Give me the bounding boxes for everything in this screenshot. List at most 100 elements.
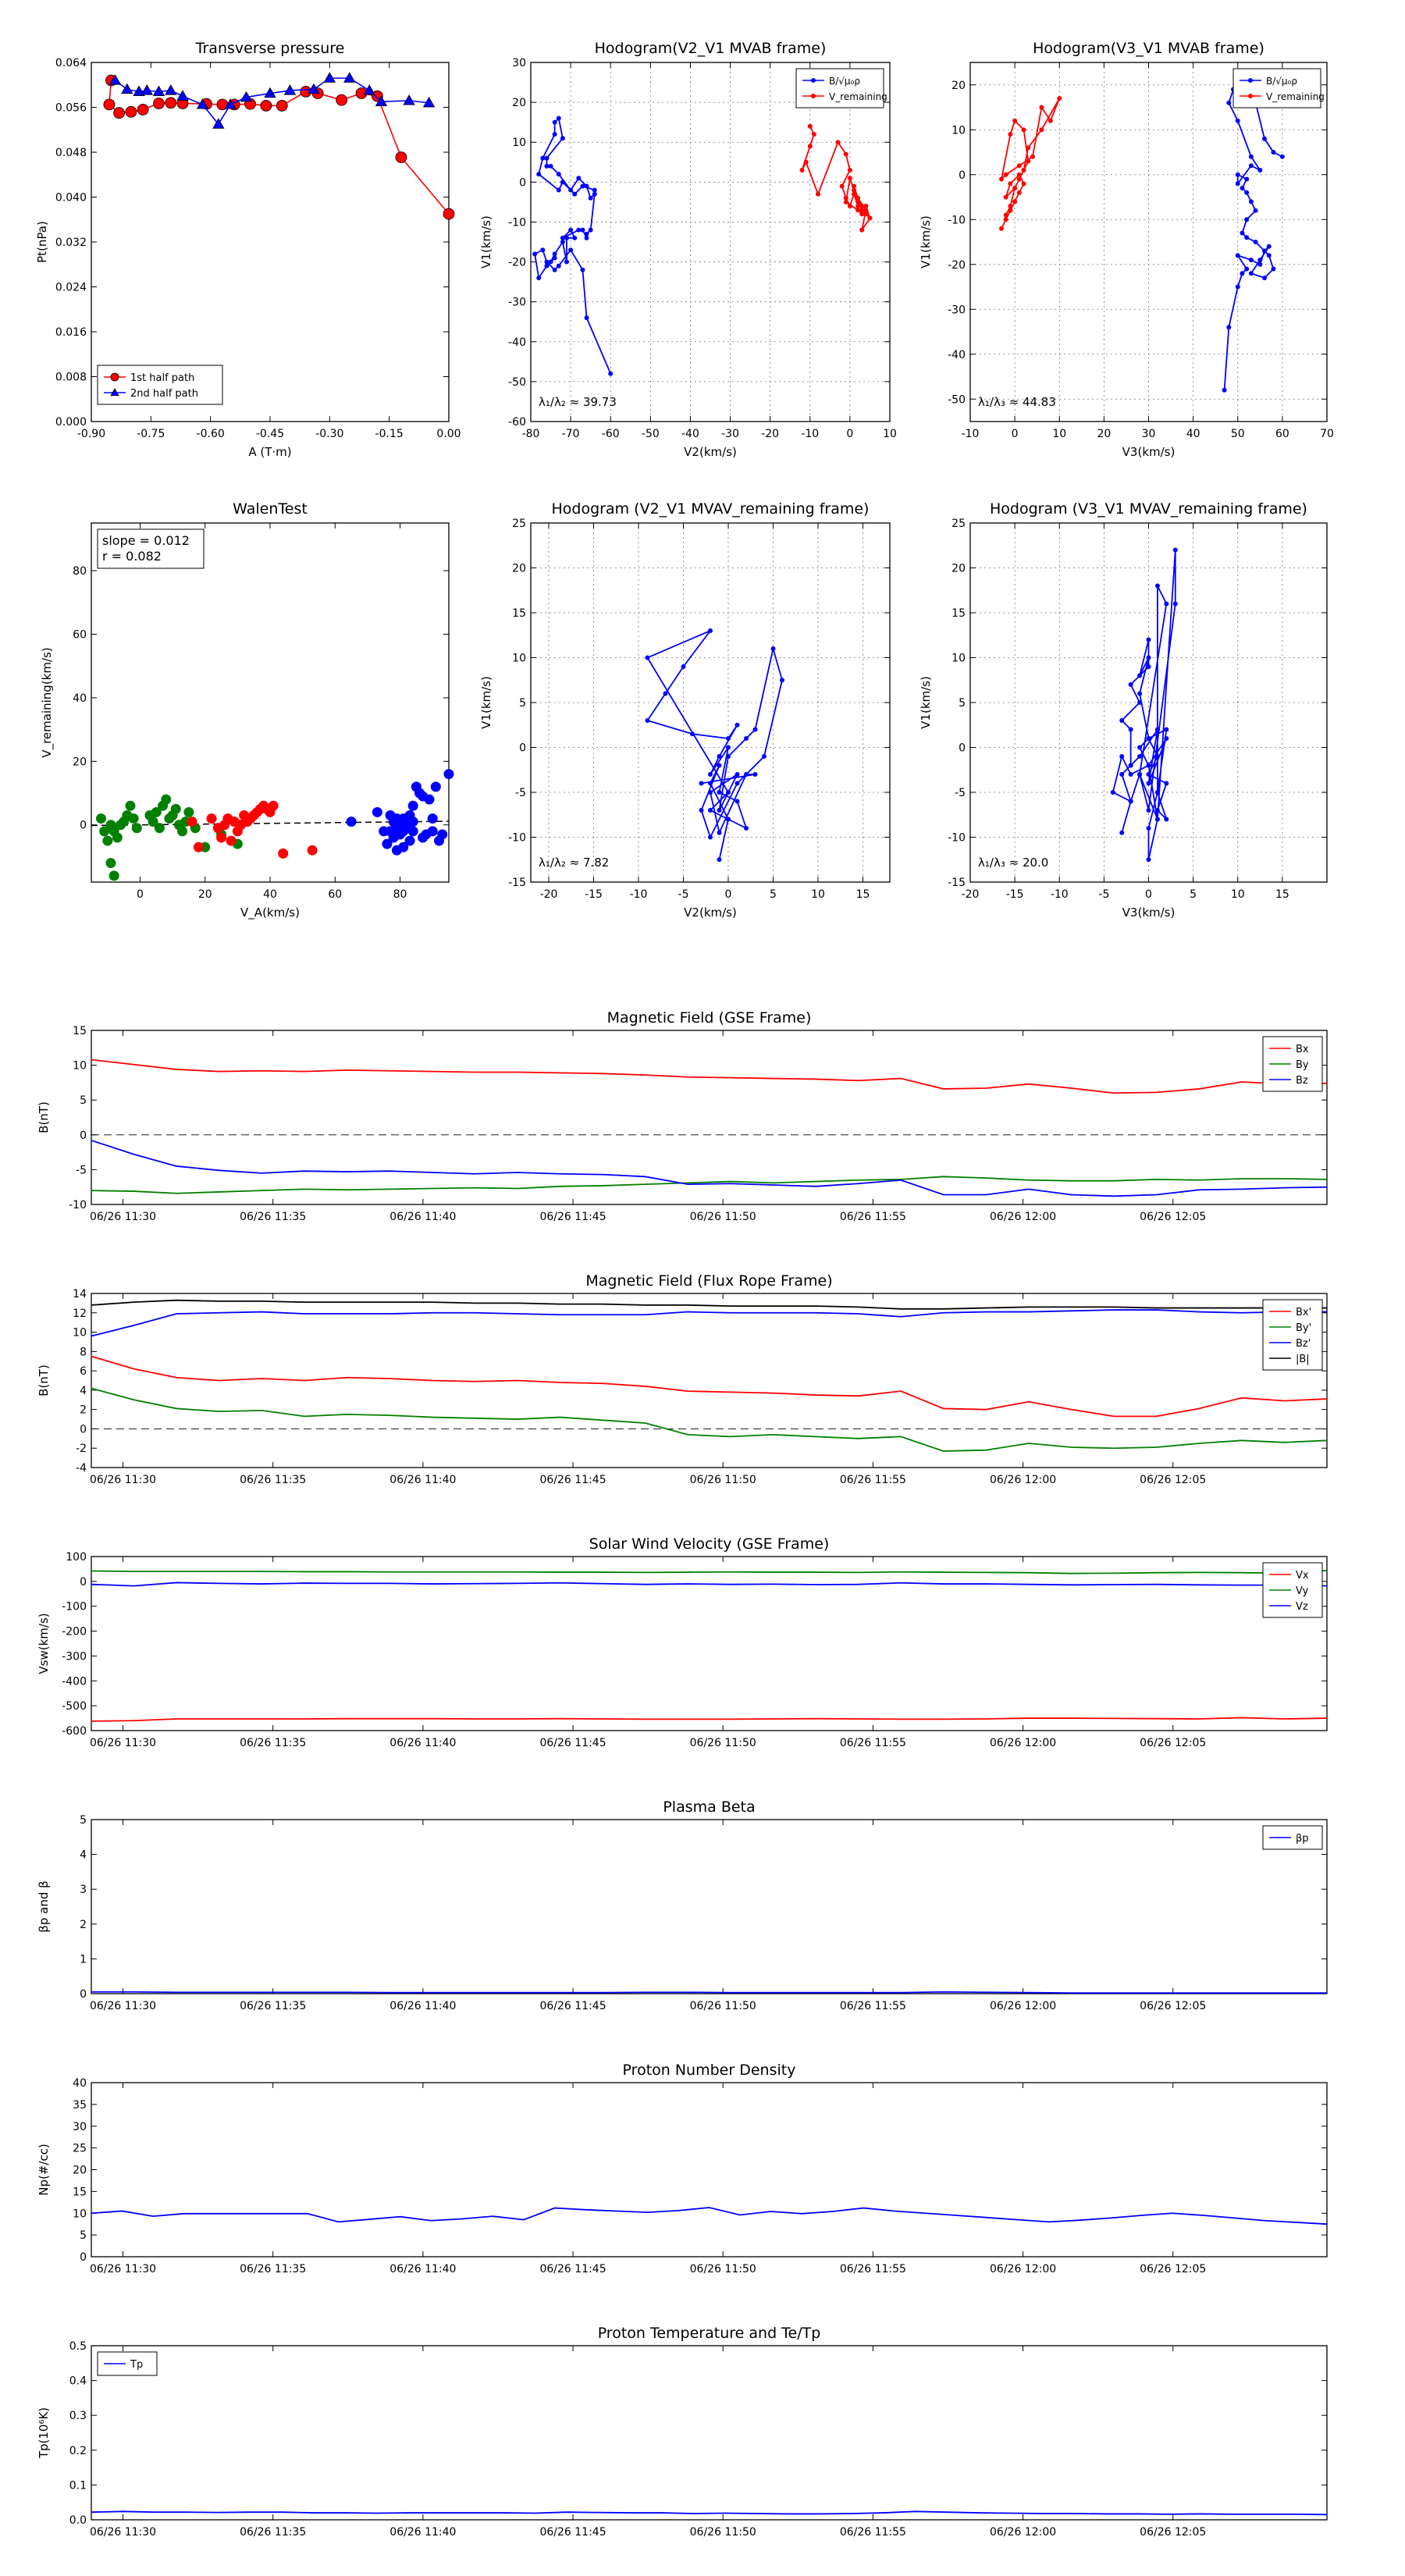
y-axis-label: Vsw(km/s) xyxy=(37,1613,51,1674)
data-point xyxy=(835,140,841,145)
data-point xyxy=(407,817,418,827)
plot-frame xyxy=(91,1556,1328,1731)
time-tick-label: 06/26 12:00 xyxy=(990,1211,1056,1223)
x-tick-label: -15 xyxy=(1006,888,1024,901)
y-tick-label: 15 xyxy=(512,607,526,620)
time-tick-label: 06/26 11:35 xyxy=(240,1474,306,1486)
x-tick-label: -20 xyxy=(761,428,779,440)
y-axis-label: V_remaining(km/s) xyxy=(40,647,55,757)
y-axis-label: V1(km/s) xyxy=(919,676,933,729)
y-tick-label: -20 xyxy=(508,257,526,269)
y-tick-label: 0 xyxy=(959,742,966,755)
x-tick-label: 20 xyxy=(1097,428,1111,440)
y-tick-label: 0 xyxy=(959,169,966,182)
y-axis-label: Tp(10⁶K) xyxy=(37,2407,51,2459)
data-point xyxy=(780,678,784,683)
y-tick-label: 10 xyxy=(73,1327,87,1340)
data-point xyxy=(1021,168,1026,173)
y-tick-label: 0 xyxy=(80,1130,87,1142)
time-tick-label: 06/26 11:45 xyxy=(539,2526,606,2539)
data-point xyxy=(699,808,704,813)
series-line xyxy=(91,1991,1327,1994)
y-tick-label: -500 xyxy=(62,1700,87,1713)
series-line xyxy=(1112,550,1176,860)
x-tick-label: -0.15 xyxy=(375,428,404,440)
data-point xyxy=(1110,790,1115,795)
data-point xyxy=(110,388,119,397)
data-point xyxy=(572,191,578,197)
y-tick-label: 6 xyxy=(80,1365,87,1378)
data-point xyxy=(859,204,865,208)
x-tick-label: 10 xyxy=(1231,888,1245,901)
legend-label: B/√μ₀ρ xyxy=(1266,76,1297,87)
data-point xyxy=(110,372,119,382)
data-point xyxy=(1146,763,1151,768)
timeseries-panel: 0 5 10 15 20 25 30 35 40 06/26 11:30 06/26 11:35 06… xyxy=(37,2062,1328,2275)
y-tick-label: -20 xyxy=(948,259,966,272)
data-point xyxy=(859,227,865,233)
data-point xyxy=(1128,727,1133,732)
data-point xyxy=(1164,736,1169,741)
data-point xyxy=(128,813,139,824)
data-point xyxy=(726,745,731,750)
time-tick-label: 06/26 11:55 xyxy=(840,1737,906,1749)
data-point xyxy=(645,718,650,723)
y-tick-label: 0 xyxy=(80,2251,87,2264)
x-tick-label: 10 xyxy=(883,428,897,440)
time-tick-label: 06/26 12:05 xyxy=(1140,2526,1206,2539)
y-tick-label: 14 xyxy=(73,1288,87,1300)
data-point xyxy=(1008,181,1013,187)
x-tick-label: 70 xyxy=(1320,428,1334,440)
data-point xyxy=(1222,387,1227,393)
time-tick-label: 06/26 11:35 xyxy=(240,2526,306,2539)
time-tick-label: 06/26 11:55 xyxy=(840,2526,906,2539)
y-tick-label: 15 xyxy=(73,2186,87,2198)
legend-box xyxy=(795,68,884,109)
x-tick-label: 15 xyxy=(1275,888,1289,901)
x-tick-label: -10 xyxy=(1051,888,1069,901)
data-point xyxy=(1030,154,1035,159)
y-axis-label: V1(km/s) xyxy=(919,215,933,269)
time-tick-label: 06/26 11:35 xyxy=(240,1737,306,1749)
data-point xyxy=(1048,118,1053,123)
data-point xyxy=(1244,176,1250,182)
stats-text: r = 0.082 xyxy=(102,549,162,564)
data-point xyxy=(1137,754,1143,759)
y-tick-label: 0.024 xyxy=(55,282,87,294)
chart-title: Hodogram(V2_V1 MVAB frame) xyxy=(595,40,827,57)
x-tick-label: -0.45 xyxy=(256,428,284,440)
y-tick-label: 20 xyxy=(73,756,87,768)
series-line xyxy=(1223,84,1283,390)
stats-text: slope = 0.012 xyxy=(102,533,190,548)
legend-marker xyxy=(811,94,816,98)
series-line xyxy=(646,628,783,860)
data-point xyxy=(153,98,165,109)
data-point xyxy=(735,799,740,804)
x-tick-label: -0.60 xyxy=(197,428,225,440)
x-tick-label: -0.75 xyxy=(137,428,165,440)
x-tick-label: 0.00 xyxy=(436,428,461,440)
time-tick-label: 06/26 11:40 xyxy=(389,1474,456,1486)
y-tick-label: 5 xyxy=(519,697,526,710)
data-point xyxy=(1146,808,1151,813)
timeseries-panel: -600 -500 -400 -300 -200 -100 0 100 06/26 11:30 0… xyxy=(37,1535,1328,1749)
data-point xyxy=(847,204,852,208)
data-point xyxy=(681,664,686,669)
data-point xyxy=(216,832,227,843)
x-tick-label: 0 xyxy=(725,888,732,901)
data-point xyxy=(418,791,429,802)
y-tick-label: -5 xyxy=(955,787,966,799)
data-point xyxy=(165,97,177,109)
data-point xyxy=(608,371,614,376)
y-tick-label: 0.2 xyxy=(69,2445,87,2457)
data-point xyxy=(1137,700,1143,705)
x-tick-label: -60 xyxy=(602,428,620,440)
time-tick-label: 06/26 11:50 xyxy=(690,2263,756,2275)
chart-title: WalenTest xyxy=(233,500,308,518)
data-point xyxy=(708,772,713,777)
y-tick-label: -5 xyxy=(76,1164,87,1176)
series-line xyxy=(91,1569,1328,1574)
legend-label: Bx xyxy=(1296,1044,1309,1055)
data-point xyxy=(544,163,550,169)
data-point xyxy=(427,813,438,824)
